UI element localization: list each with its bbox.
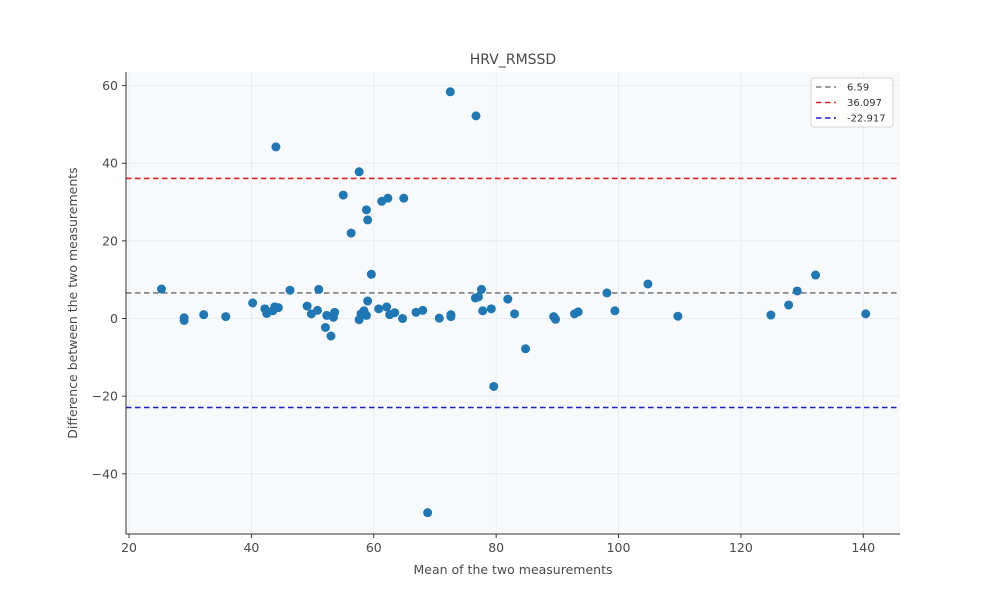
data-point: [643, 279, 653, 289]
data-points: [156, 87, 871, 518]
legend-label: -22.917: [847, 114, 886, 125]
y-tick-label: −20: [92, 389, 118, 404]
data-point: [434, 313, 444, 323]
x-ticks: 20 40 60 80 100 120 140: [121, 534, 875, 555]
data-point: [478, 306, 488, 316]
legend-label: 36.097: [847, 98, 882, 109]
x-tick-label: 20: [121, 540, 137, 555]
data-point: [471, 111, 481, 121]
x-tick-label: 60: [366, 540, 382, 555]
data-point: [792, 286, 802, 296]
data-point: [390, 308, 400, 318]
data-point: [398, 314, 408, 324]
data-point: [361, 310, 371, 320]
y-tick-label: 40: [102, 156, 118, 171]
data-point: [811, 270, 821, 280]
x-tick-label: 40: [243, 540, 259, 555]
y-axis-label: Difference between the two measurements: [65, 167, 80, 438]
data-point: [313, 305, 323, 315]
data-point: [510, 309, 520, 319]
data-point: [476, 284, 486, 294]
x-tick-label: 100: [607, 540, 631, 555]
data-point: [248, 298, 258, 308]
data-point: [766, 310, 776, 320]
x-axis-label: Mean of the two measurements: [413, 562, 612, 577]
data-point: [445, 87, 455, 97]
data-point: [399, 193, 409, 203]
data-point: [784, 300, 794, 310]
data-point: [346, 228, 356, 238]
y-tick-label: 0: [110, 311, 118, 326]
data-point: [314, 284, 324, 294]
data-point: [551, 314, 561, 324]
data-point: [610, 306, 620, 316]
data-point: [503, 294, 513, 304]
data-point: [179, 315, 189, 325]
data-point: [418, 305, 428, 315]
data-point: [383, 193, 393, 203]
data-point: [602, 288, 612, 298]
data-point: [673, 311, 683, 321]
y-tick-label: 60: [102, 78, 118, 93]
legend-box: [810, 77, 894, 128]
data-point: [861, 309, 871, 319]
data-point: [446, 312, 456, 322]
data-point: [320, 322, 330, 332]
data-point: [423, 508, 433, 518]
data-point: [302, 301, 312, 311]
plot-area: [126, 72, 900, 534]
y-ticks: −40 −20 0 20 40 60: [92, 78, 126, 481]
y-tick-label: −40: [92, 466, 118, 481]
data-point: [374, 304, 384, 314]
data-point: [326, 331, 336, 341]
y-tick-label: 20: [102, 233, 118, 248]
data-point: [361, 205, 371, 215]
x-tick-label: 80: [488, 540, 504, 555]
data-point: [273, 303, 283, 313]
data-point: [521, 344, 531, 354]
chart-title: HRV_RMSSD: [470, 52, 556, 68]
data-point: [199, 310, 209, 320]
data-point: [221, 312, 231, 322]
data-point: [473, 292, 483, 302]
data-point: [486, 304, 496, 314]
data-point: [363, 296, 373, 306]
data-point: [271, 142, 281, 152]
data-point: [338, 190, 348, 200]
data-point: [285, 285, 295, 295]
x-tick-label: 140: [851, 540, 875, 555]
legend-label: 6.59: [847, 83, 869, 94]
reference-lines: [126, 177, 900, 409]
x-tick-label: 120: [729, 540, 753, 555]
data-point: [573, 307, 583, 317]
data-point: [363, 215, 373, 225]
data-point: [330, 307, 340, 317]
data-point: [489, 381, 499, 391]
data-point: [354, 167, 364, 177]
legend: 6.59 36.097 -22.917: [810, 77, 894, 128]
data-point: [366, 269, 376, 279]
data-point: [382, 302, 392, 312]
data-point: [156, 284, 166, 294]
